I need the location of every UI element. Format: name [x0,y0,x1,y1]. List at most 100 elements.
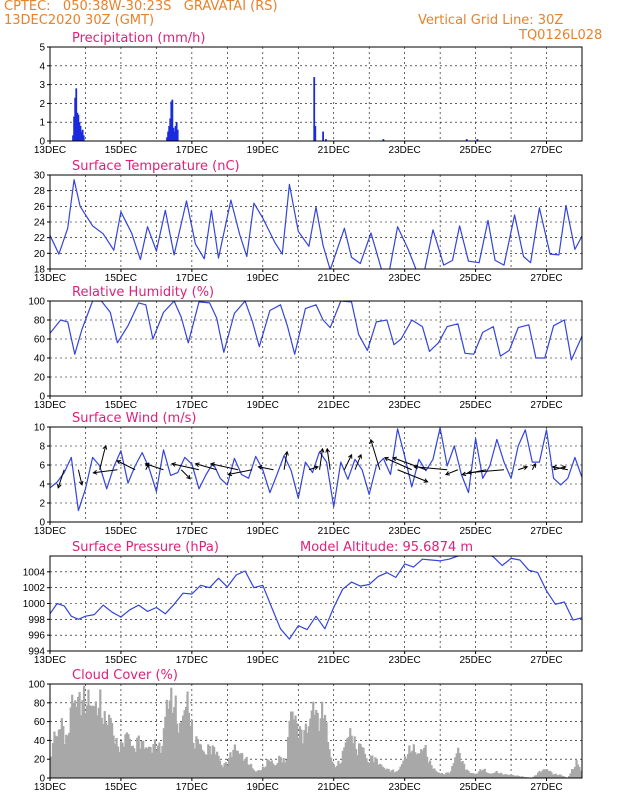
cloud-bar [50,756,53,778]
x-tick-label: 27DEC [530,145,562,156]
cloud-bar [321,701,324,778]
cloud-bar [198,743,201,778]
x-tick-label: 17DEC [176,782,208,793]
x-tick-label: 13DEC [34,526,66,537]
cloud-bar [533,775,537,778]
run-code: TQ0126L028 [519,28,603,43]
panel-1 [47,46,583,144]
wind-arrow-head [551,465,557,470]
wind-arrow-head [194,462,200,467]
cloud-bar [285,759,288,778]
x-tick-label: 17DEC [176,526,208,537]
cloud-bar [420,749,423,778]
cloud-bar [229,752,232,778]
cloud-bar [226,765,229,778]
cloud-bar [476,773,479,778]
cloud-bar [91,705,94,778]
cloud-bar [344,742,347,778]
precip-bar [74,97,77,141]
cloud-bar [136,737,139,778]
x-tick-label: 25DEC [459,145,491,156]
x-tick-label: 27DEC [530,400,562,411]
cloud-bar [510,775,513,778]
cloud-bar [400,764,404,778]
panel-title: Cloud Cover (%) [72,668,178,683]
cloud-bar [216,751,219,778]
panel-title: Precipitation (mm/h) [72,31,205,46]
cloud-bar [221,767,225,778]
cloud-bar [538,770,541,778]
cloud-bar [266,759,269,778]
cloud-bar [428,760,432,778]
cloud-bar [140,740,143,778]
y-tick-label: 20 [34,755,46,766]
cloud-bar [541,770,544,778]
cloud-bar [335,765,339,778]
wind-arrow-head [531,462,536,468]
cloud-bar [570,769,574,778]
cloud-bar [279,757,282,778]
cloud-bar [390,770,393,778]
series-line [50,427,582,512]
cloud-bar [480,770,483,778]
cloud-bar [196,739,199,778]
cloud-bar [273,765,276,778]
y-tick-label: 5 [39,43,45,54]
cloud-bar [325,722,328,778]
cloud-bar [78,692,81,778]
cloud-bar [131,745,134,778]
panel-title: Surface Wind (m/s) [72,411,196,426]
header-line-2: 13DEC2020 30Z (GMT) [4,13,155,28]
cloud-bar [424,745,427,778]
cloud-bar [502,774,506,778]
x-tick-label: 13DEC [34,400,66,411]
precip-bar [166,137,168,141]
cloud-bar [297,737,300,778]
precip-bar [382,139,385,141]
cloud-bar [569,773,572,778]
cloud-bar [553,774,556,778]
cloud-bar [418,753,421,778]
cloud-bar [332,764,336,778]
wind-arrow-head [92,469,98,475]
x-tick-label: 21DEC [318,526,350,537]
x-tick-label: 13DEC [34,145,66,156]
x-tick-label: 19DEC [247,782,279,793]
cloud-bar [171,712,174,778]
wind-arrow-head [348,453,353,459]
cloud-bar [127,734,130,778]
cloud-bar [205,755,208,778]
cloud-bar [508,774,512,778]
cloud-bar [272,763,275,778]
wind-arrow [57,469,65,488]
cloud-bar [458,752,461,778]
cloud-bar [470,772,473,778]
cloud-bar [213,746,216,778]
panel-title: Surface Pressure (hPa) [72,540,219,555]
cloud-bar [483,768,486,778]
panel-2 [47,174,583,272]
cloud-bar [276,762,279,778]
y-tick-label: 100 [28,297,45,308]
cloud-bar [392,769,395,778]
wind-arrow-head [102,444,108,450]
cloud-bar [353,736,356,778]
cloud-bar [386,768,389,778]
panel-title: Relative Humidity (%) [72,285,214,300]
cloud-bar [446,772,449,778]
cloud-bar [245,756,248,778]
cloud-bar [473,773,476,778]
cloud-bar [158,742,161,778]
cloud-bar [211,745,214,778]
cloud-bar [77,696,80,778]
series-line [50,556,582,640]
cloud-bar [437,772,441,778]
cloud-bar [105,722,108,778]
cloud-bar [94,701,97,778]
cloud-bar [147,746,151,778]
cloud-bar [415,754,418,778]
cloud-bar [414,752,417,778]
cloud-bar [474,773,478,778]
cloud-bar [358,743,361,778]
precip-bar [313,77,316,141]
